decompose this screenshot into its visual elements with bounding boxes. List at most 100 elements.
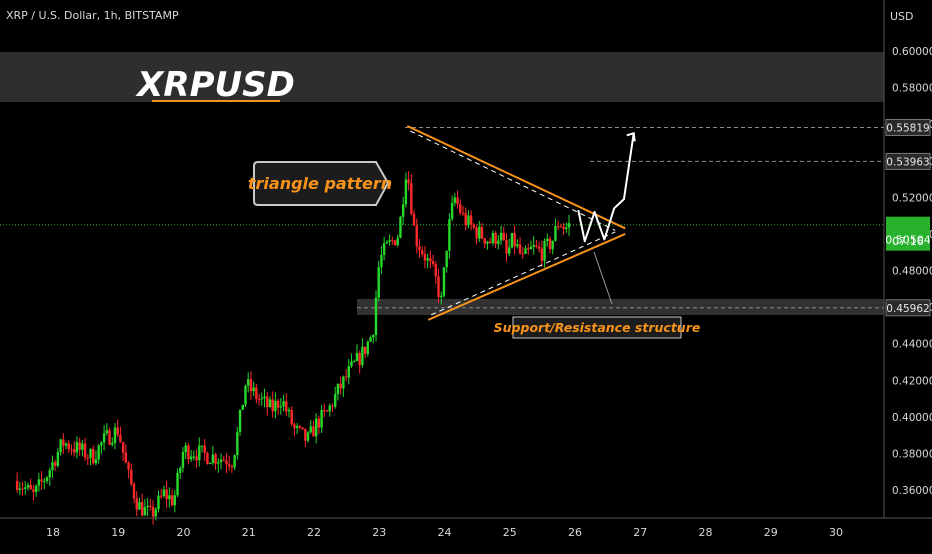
candle-body [513, 233, 516, 247]
candle-body [143, 507, 147, 516]
candle-body [179, 467, 182, 473]
support-resistance-label: Support/Resistance structure [494, 320, 701, 335]
candle-body [450, 202, 454, 220]
candle-body [285, 401, 288, 412]
x-tick-label: 19 [111, 526, 125, 539]
candle-body [51, 462, 54, 471]
candle-body [244, 385, 247, 405]
candle-body [510, 233, 514, 248]
candle-body [181, 452, 185, 468]
level-price-label: 0.55819 [886, 122, 929, 134]
candle-body [480, 226, 484, 239]
time-axis[interactable]: 18 19 20 21 22 23 24 25 26 27 28 29 30 [46, 526, 843, 539]
candle-body [146, 505, 149, 508]
candle-body [483, 238, 486, 244]
candle-body [59, 439, 62, 453]
candle-body [198, 445, 201, 461]
candle-body [53, 462, 57, 466]
candle-body [497, 240, 500, 245]
candle-body [176, 472, 179, 496]
candle-body [64, 443, 68, 446]
candle-body [366, 341, 370, 354]
candle-body [282, 401, 285, 407]
candle-body [206, 452, 209, 464]
candle-body [407, 179, 410, 184]
y-tick-label: 0.48000 [892, 266, 932, 278]
candle-body [502, 232, 505, 241]
projection-layer [577, 132, 636, 243]
candle-body [551, 240, 554, 250]
candle-body [276, 400, 280, 408]
candle-body [24, 487, 27, 489]
triangle-pattern-label: triangle pattern [248, 174, 392, 193]
price-axis[interactable]: 0.600000.580000.560000.540000.520000.500… [885, 46, 932, 497]
x-tick-label: 24 [438, 526, 452, 539]
x-tick-label: 25 [503, 526, 517, 539]
candle-body [456, 197, 459, 204]
support-resistance-callout[interactable]: Support/Resistance structure [494, 316, 701, 339]
candle-body [317, 418, 321, 428]
candle-body [382, 243, 386, 256]
candle-body [559, 226, 563, 228]
banner-title: XRPUSD [135, 65, 295, 105]
candle-body [241, 404, 244, 410]
candle-body [562, 226, 565, 229]
candle-body [415, 225, 418, 247]
candle-body [274, 400, 277, 412]
candle-body [81, 443, 84, 450]
candle-body [494, 232, 497, 245]
candle-body [173, 495, 176, 506]
level-price-box [885, 118, 931, 136]
candle-body [475, 227, 478, 239]
candle-body [350, 361, 353, 367]
candle-body [393, 240, 397, 246]
candle-body [355, 352, 359, 361]
last-price-badge: 0.50504 07:16 [885, 216, 931, 251]
candle-body [401, 204, 405, 217]
candle-body [127, 462, 130, 470]
candle-body [391, 240, 394, 242]
candle-body [168, 495, 171, 500]
candle-body [73, 449, 76, 453]
last-price-box [886, 216, 930, 251]
candle-body [524, 248, 527, 254]
candle-body [426, 258, 429, 261]
candle-body [195, 456, 198, 461]
candle-body [165, 489, 168, 500]
level-price-box [885, 152, 931, 170]
candle-body [469, 215, 473, 225]
candle-body [399, 216, 402, 238]
candle-body [320, 409, 323, 428]
candle-body [102, 433, 106, 443]
candle-body [334, 394, 337, 407]
candle-body [505, 240, 508, 254]
candle-body [247, 379, 250, 386]
candle-body [527, 248, 530, 250]
candle-body [556, 226, 560, 228]
candle-body [429, 258, 432, 262]
triangle-pattern-callout[interactable]: triangle pattern [248, 161, 392, 206]
candle-body [45, 477, 49, 482]
candle-body [203, 445, 206, 453]
candle-body [537, 246, 541, 249]
candle-body [418, 246, 421, 251]
candle-body [336, 383, 340, 395]
candle-body [516, 244, 519, 247]
bar-countdown: 07:16 [892, 235, 924, 248]
candle-body [287, 409, 291, 412]
candle-body [154, 509, 157, 517]
candle-body [344, 376, 348, 378]
candle-body [140, 502, 144, 516]
candle-body [67, 443, 70, 450]
candle-body [108, 430, 111, 445]
candle-body [312, 426, 315, 437]
candle-body [353, 360, 356, 362]
candle-body [532, 245, 535, 247]
candle-body [298, 426, 302, 428]
price-scale-currency: USD [890, 10, 914, 23]
candle-body [138, 502, 141, 510]
candle-body [478, 226, 481, 239]
last-price-value: 0.50504 [885, 234, 931, 247]
candle-body [518, 244, 522, 254]
